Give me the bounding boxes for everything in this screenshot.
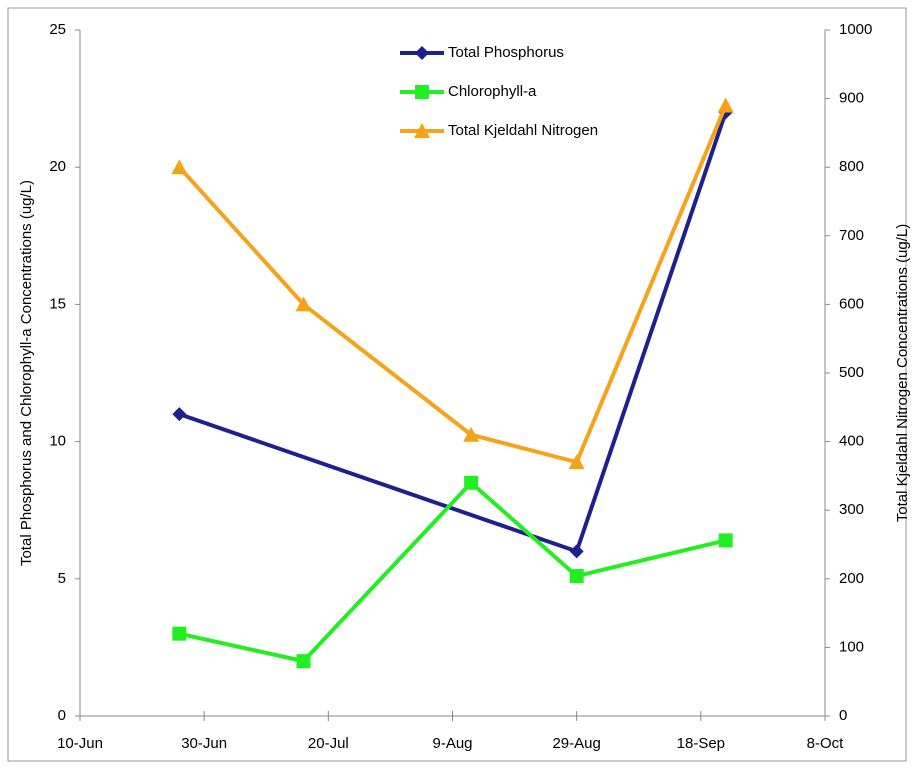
y-tick-label: 0 — [58, 707, 66, 724]
y-tick-label: 10 — [49, 433, 66, 450]
x-tick-label: 8-Oct — [807, 735, 845, 752]
marker — [172, 626, 187, 641]
y2-tick-label: 400 — [839, 433, 864, 450]
y-tick-label: 15 — [49, 295, 66, 312]
y2-tick-label: 600 — [839, 295, 864, 312]
y2-tick-label: 800 — [839, 158, 864, 175]
marker — [172, 407, 187, 422]
marker — [717, 97, 734, 113]
legend-label: Chlorophyll-a — [448, 83, 537, 100]
x-tick-label: 10-Jun — [57, 735, 103, 752]
series-line — [177, 104, 728, 465]
x-tick-label: 29-Aug — [552, 735, 600, 752]
legend-label: Total Kjeldahl Nitrogen — [448, 122, 598, 139]
marker — [464, 475, 479, 490]
marker — [415, 46, 429, 60]
x-tick-label: 20-Jul — [308, 735, 349, 752]
y2-tick-label: 700 — [839, 227, 864, 244]
y-tick-label: 20 — [49, 158, 66, 175]
marker — [296, 654, 311, 669]
y-tick-label: 25 — [49, 21, 66, 38]
marker — [415, 85, 429, 99]
marker — [568, 454, 585, 470]
marker — [463, 426, 480, 442]
legend-label: Total Phosphorus — [448, 44, 564, 61]
x-tick-label: 18-Sep — [677, 735, 725, 752]
y2-axis-title: Total Kjeldahl Nitrogen Concentrations (… — [894, 224, 911, 523]
chart-frame — [7, 7, 907, 762]
y2-tick-label: 1000 — [839, 21, 872, 38]
y-axis-title: Total Phosphorus and Chlorophyll-a Conce… — [18, 180, 35, 566]
marker — [569, 569, 584, 584]
series-line — [178, 111, 728, 554]
marker — [295, 296, 312, 312]
y2-tick-label: 500 — [839, 364, 864, 381]
y2-tick-label: 200 — [839, 570, 864, 587]
marker — [718, 533, 733, 548]
marker — [569, 544, 584, 559]
x-tick-label: 9-Aug — [432, 735, 472, 752]
x-tick-label: 30-Jun — [181, 735, 227, 752]
marker — [414, 123, 430, 138]
y-tick-label: 5 — [58, 570, 66, 587]
y2-tick-label: 300 — [839, 501, 864, 518]
y2-tick-label: 100 — [839, 638, 864, 655]
y2-tick-label: 0 — [839, 707, 847, 724]
marker — [171, 159, 188, 175]
y2-tick-label: 900 — [839, 90, 864, 107]
